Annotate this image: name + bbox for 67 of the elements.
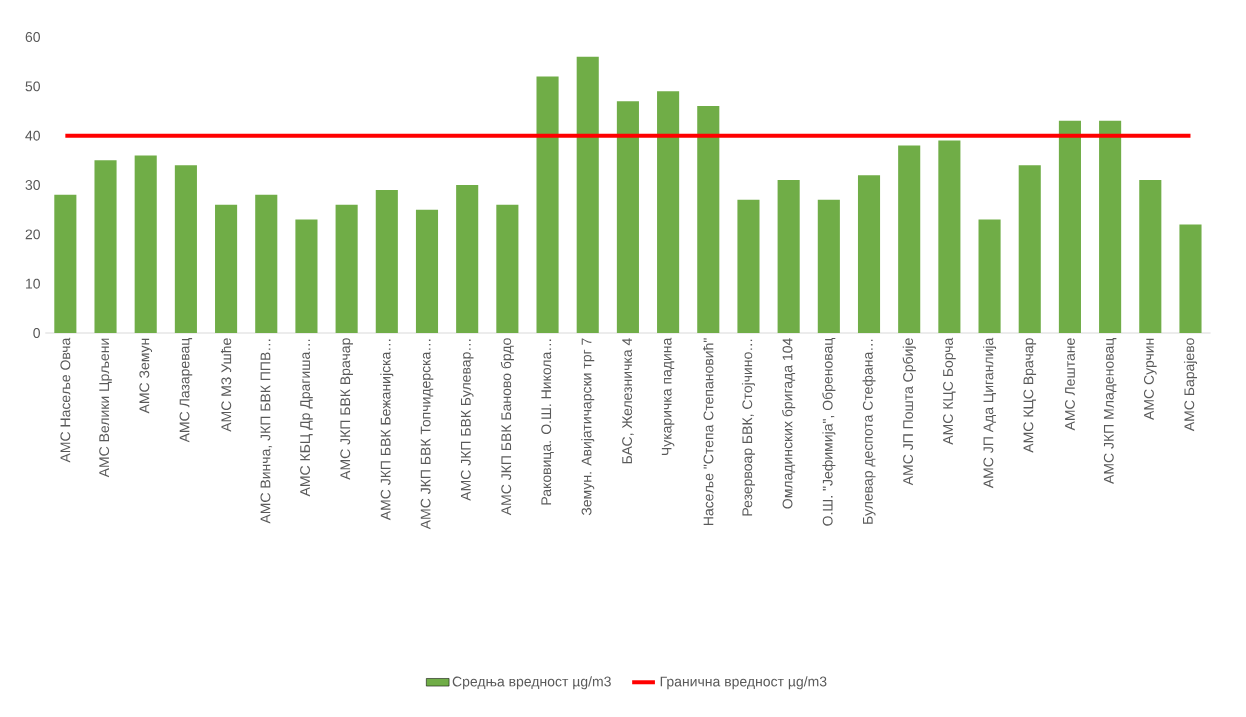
bar (777, 180, 800, 333)
x-tick-label: Резервоар БВК, Стојчино… (741, 339, 755, 516)
x-tick-label: АМС Насеље Овча (60, 337, 71, 463)
bar (1139, 180, 1162, 333)
legend-label: Средња вредност µg/m3 (452, 676, 611, 690)
y-tick-label: 10 (26, 278, 40, 289)
bar (817, 199, 840, 333)
bar (657, 91, 680, 333)
bar (1018, 165, 1041, 333)
x-tick-label: Чукаричка падина (661, 337, 675, 456)
bar (215, 204, 238, 333)
x-tick-label: АМС КЦС Врачар (1023, 338, 1037, 453)
y-tick-label: 50 (25, 81, 40, 92)
x-tick-label: О.Ш. "Јефимија", Обреновац (822, 338, 836, 526)
x-tick-label: АМС Винча, ЈКП БВК ППВ… (260, 339, 273, 524)
bar (737, 199, 760, 333)
y-tick-label: 20 (25, 229, 40, 240)
x-tick-label: АМС Земун (139, 338, 153, 414)
x-tick-label: АМС КЦС Борча (943, 337, 956, 445)
x-tick-label: АМС ЈКП БВК Бежанијска… (380, 339, 394, 521)
bar (978, 219, 1001, 333)
x-tick-label: АМС КБЦ Др Драгиша… (300, 339, 313, 497)
bar (415, 209, 439, 333)
x-tick-label: Омладинских бригада 104 (782, 338, 796, 509)
bar (94, 160, 117, 333)
bar (536, 76, 559, 333)
bar (134, 155, 157, 333)
bar (1179, 224, 1202, 333)
x-tick-label: Булевар деспота Стефана… (862, 339, 876, 524)
y-tick-label: 0 (33, 328, 40, 338)
x-tick-label: АМС Велики Црљени (99, 338, 112, 478)
bar (576, 56, 599, 333)
x-tick-label: БАС, Железничка 4 (622, 338, 634, 464)
bar (456, 184, 479, 333)
x-tick-label: Раковица. О.Ш. Никола… (541, 339, 554, 505)
x-tick-label: АМС Барајево (1183, 338, 1198, 432)
x-tick-label: АМС ЈКП БВК Врачар (340, 338, 353, 480)
bar (255, 194, 278, 333)
bar (335, 204, 358, 333)
y-tick-label: 40 (25, 130, 40, 141)
bar (174, 165, 197, 333)
x-tick-label: АМС Сурчин (1143, 338, 1157, 420)
bar (1099, 120, 1122, 333)
y-tick-label: 60 (25, 32, 40, 42)
bar (1058, 120, 1081, 333)
x-tick-label: АМС ЈП Ада Циганлија (983, 337, 997, 489)
bar (898, 145, 921, 333)
bar (697, 106, 720, 333)
x-tick-label: АМС Лештане (1064, 338, 1075, 431)
bar (375, 189, 398, 333)
x-tick-label: АМС ЈКП БВК Баново брдо (500, 338, 514, 516)
x-tick-label: АМС ЈП Пошта Србије (902, 338, 916, 486)
x-tick-label: АМС ЈКП Младеновац (1103, 338, 1117, 484)
x-tick-label: АМС ЈКП БВК Булевар… (460, 339, 474, 501)
legend-label: Гранична вредност µg/m3 (660, 676, 827, 690)
bar (54, 194, 77, 333)
bar (295, 219, 318, 333)
bar (616, 101, 639, 333)
x-tick-label: АМС ЈКП БВК Топчидерска… (420, 339, 434, 530)
x-tick-label: Насеље "Степа Степановић" (703, 338, 714, 526)
x-tick-label: АМС МЗ Ушће (220, 338, 232, 432)
bar (938, 140, 961, 333)
x-tick-label: Земун. Авијатичарски трг 7 (581, 338, 595, 516)
y-tick-label: 30 (25, 180, 40, 190)
bar (857, 175, 881, 333)
bar (496, 204, 519, 333)
x-tick-label: АМС Лазаревац (179, 338, 193, 443)
